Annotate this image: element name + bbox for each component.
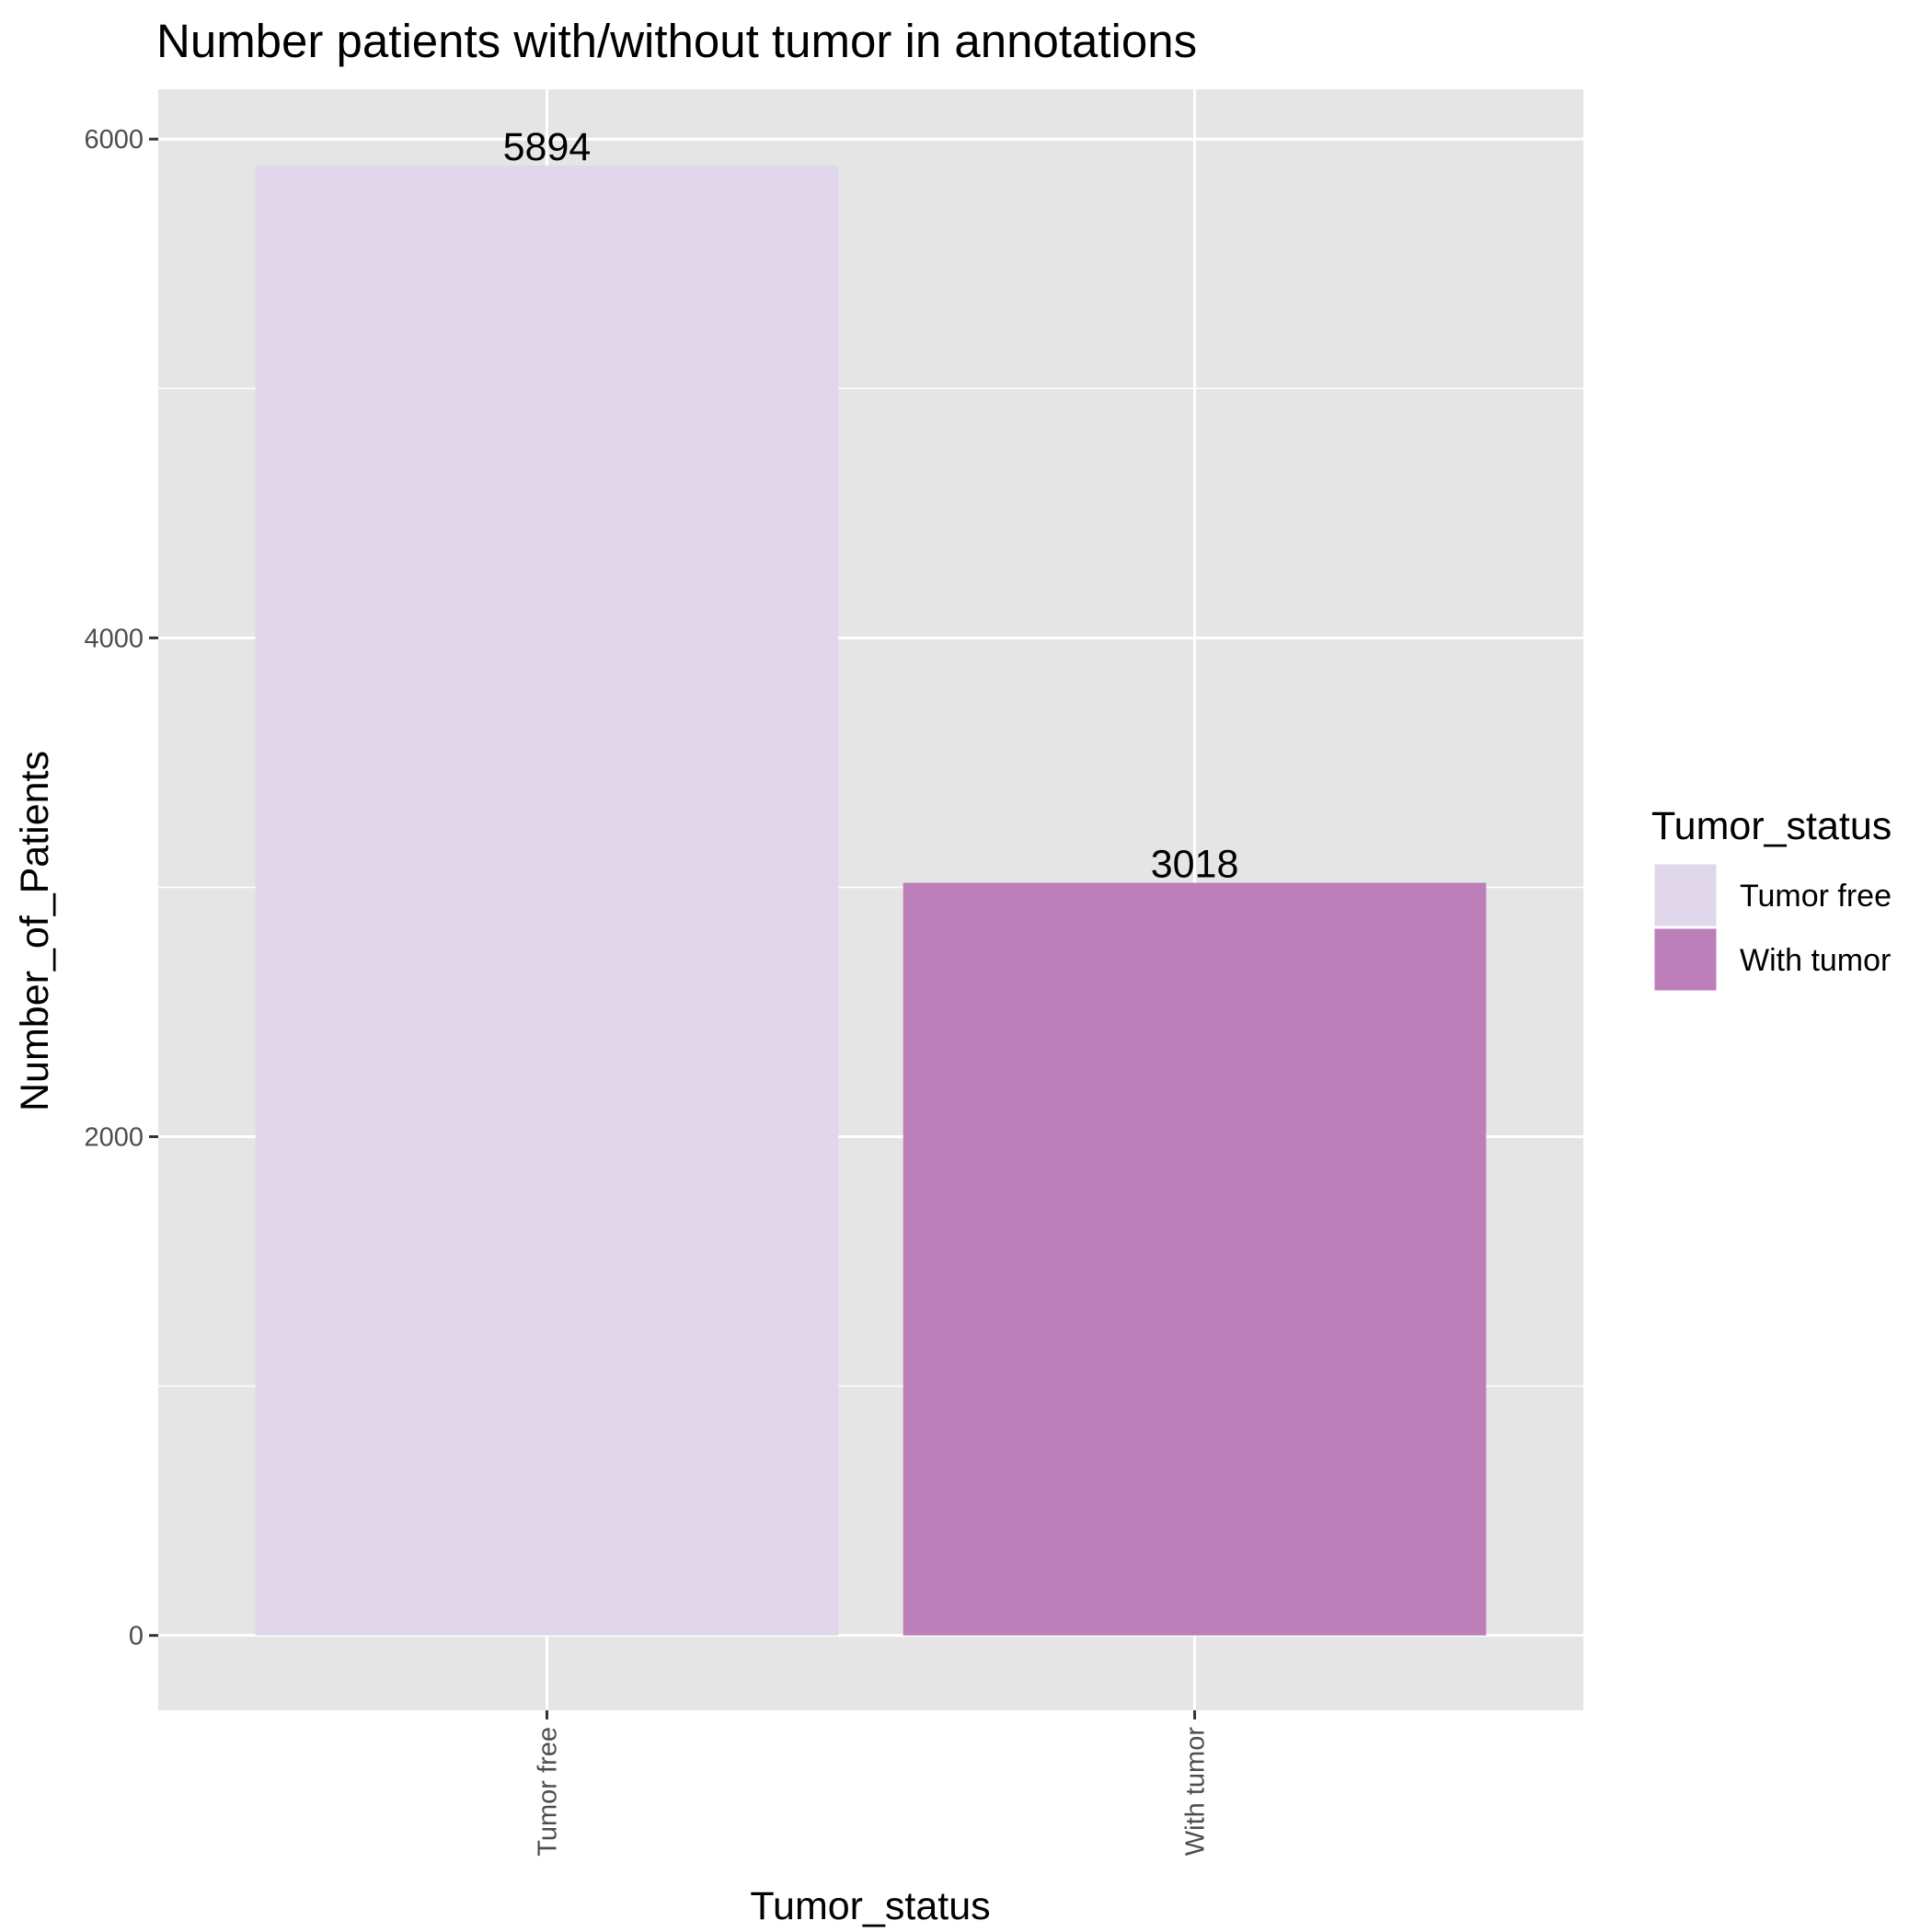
bar: [255, 165, 839, 1636]
bar-value-label: 5894: [503, 125, 592, 169]
y-tick-label: 2000: [84, 1123, 144, 1153]
y-axis-title: Number_of_Patients: [13, 751, 57, 1111]
x-axis-title: Tumor_status: [750, 1884, 990, 1928]
data-labels: 5894 3018: [503, 125, 1239, 887]
legend-label: Tumor free: [1740, 879, 1892, 914]
legend-key: [1651, 926, 1719, 994]
legend-title: Tumor_status: [1651, 804, 1892, 848]
x-tick-label: With tumor: [1181, 1727, 1211, 1857]
legend: Tumor_status Tumor free With tumor: [1651, 804, 1892, 994]
bar-value-label: 3018: [1151, 843, 1239, 887]
legend-label: With tumor: [1740, 943, 1891, 978]
x-axis-ticks: Tumor free With tumor: [533, 1710, 1211, 1857]
chart-title: Number patients with/without tumor in an…: [156, 15, 1197, 67]
y-tick-label: 6000: [84, 125, 144, 155]
legend-key: [1651, 861, 1719, 929]
y-tick-label: 0: [129, 1622, 144, 1651]
legend-entries: Tumor free With tumor: [1651, 861, 1892, 994]
bars: [255, 165, 1487, 1636]
bar: [903, 882, 1487, 1636]
x-tick-label: Tumor free: [533, 1727, 562, 1857]
y-axis-ticks: 0 2000 4000 6000: [84, 125, 158, 1651]
y-tick-label: 4000: [84, 624, 144, 653]
